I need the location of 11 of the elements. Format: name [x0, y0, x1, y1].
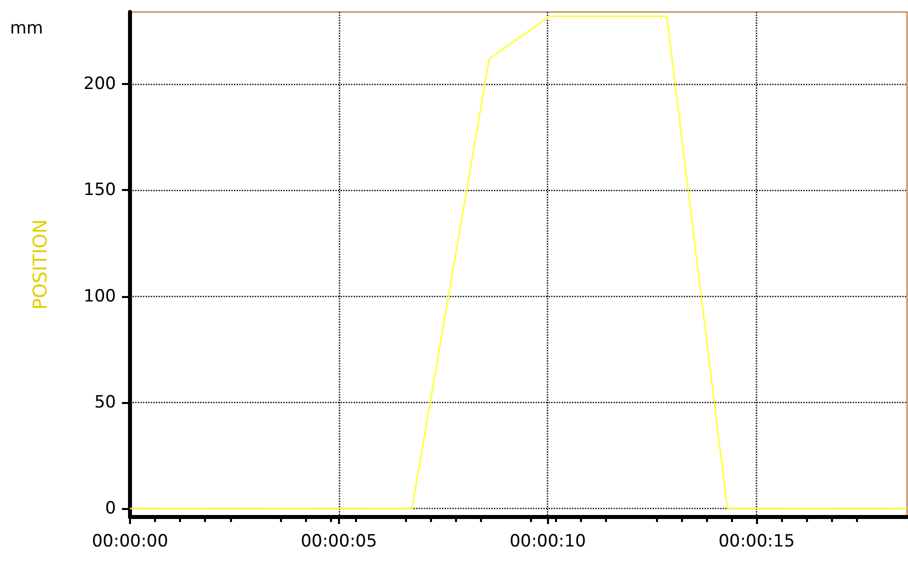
y-tick-label: 50 [94, 392, 116, 412]
y-tick-label: 150 [84, 180, 116, 200]
x-tick-label: 00:00:10 [510, 532, 586, 552]
x-tick-label: 00:00:00 [92, 532, 168, 552]
y-tick-label: 200 [84, 74, 116, 94]
x-tick-label: 00:00:05 [300, 532, 378, 552]
y-axis-title: POSITION [30, 219, 52, 310]
y-tick-label: 100 [84, 286, 116, 306]
y-tick-label: 0 [105, 498, 116, 519]
text: mm [10, 18, 44, 38]
x-tick-label: 00:00:15 [718, 532, 795, 552]
